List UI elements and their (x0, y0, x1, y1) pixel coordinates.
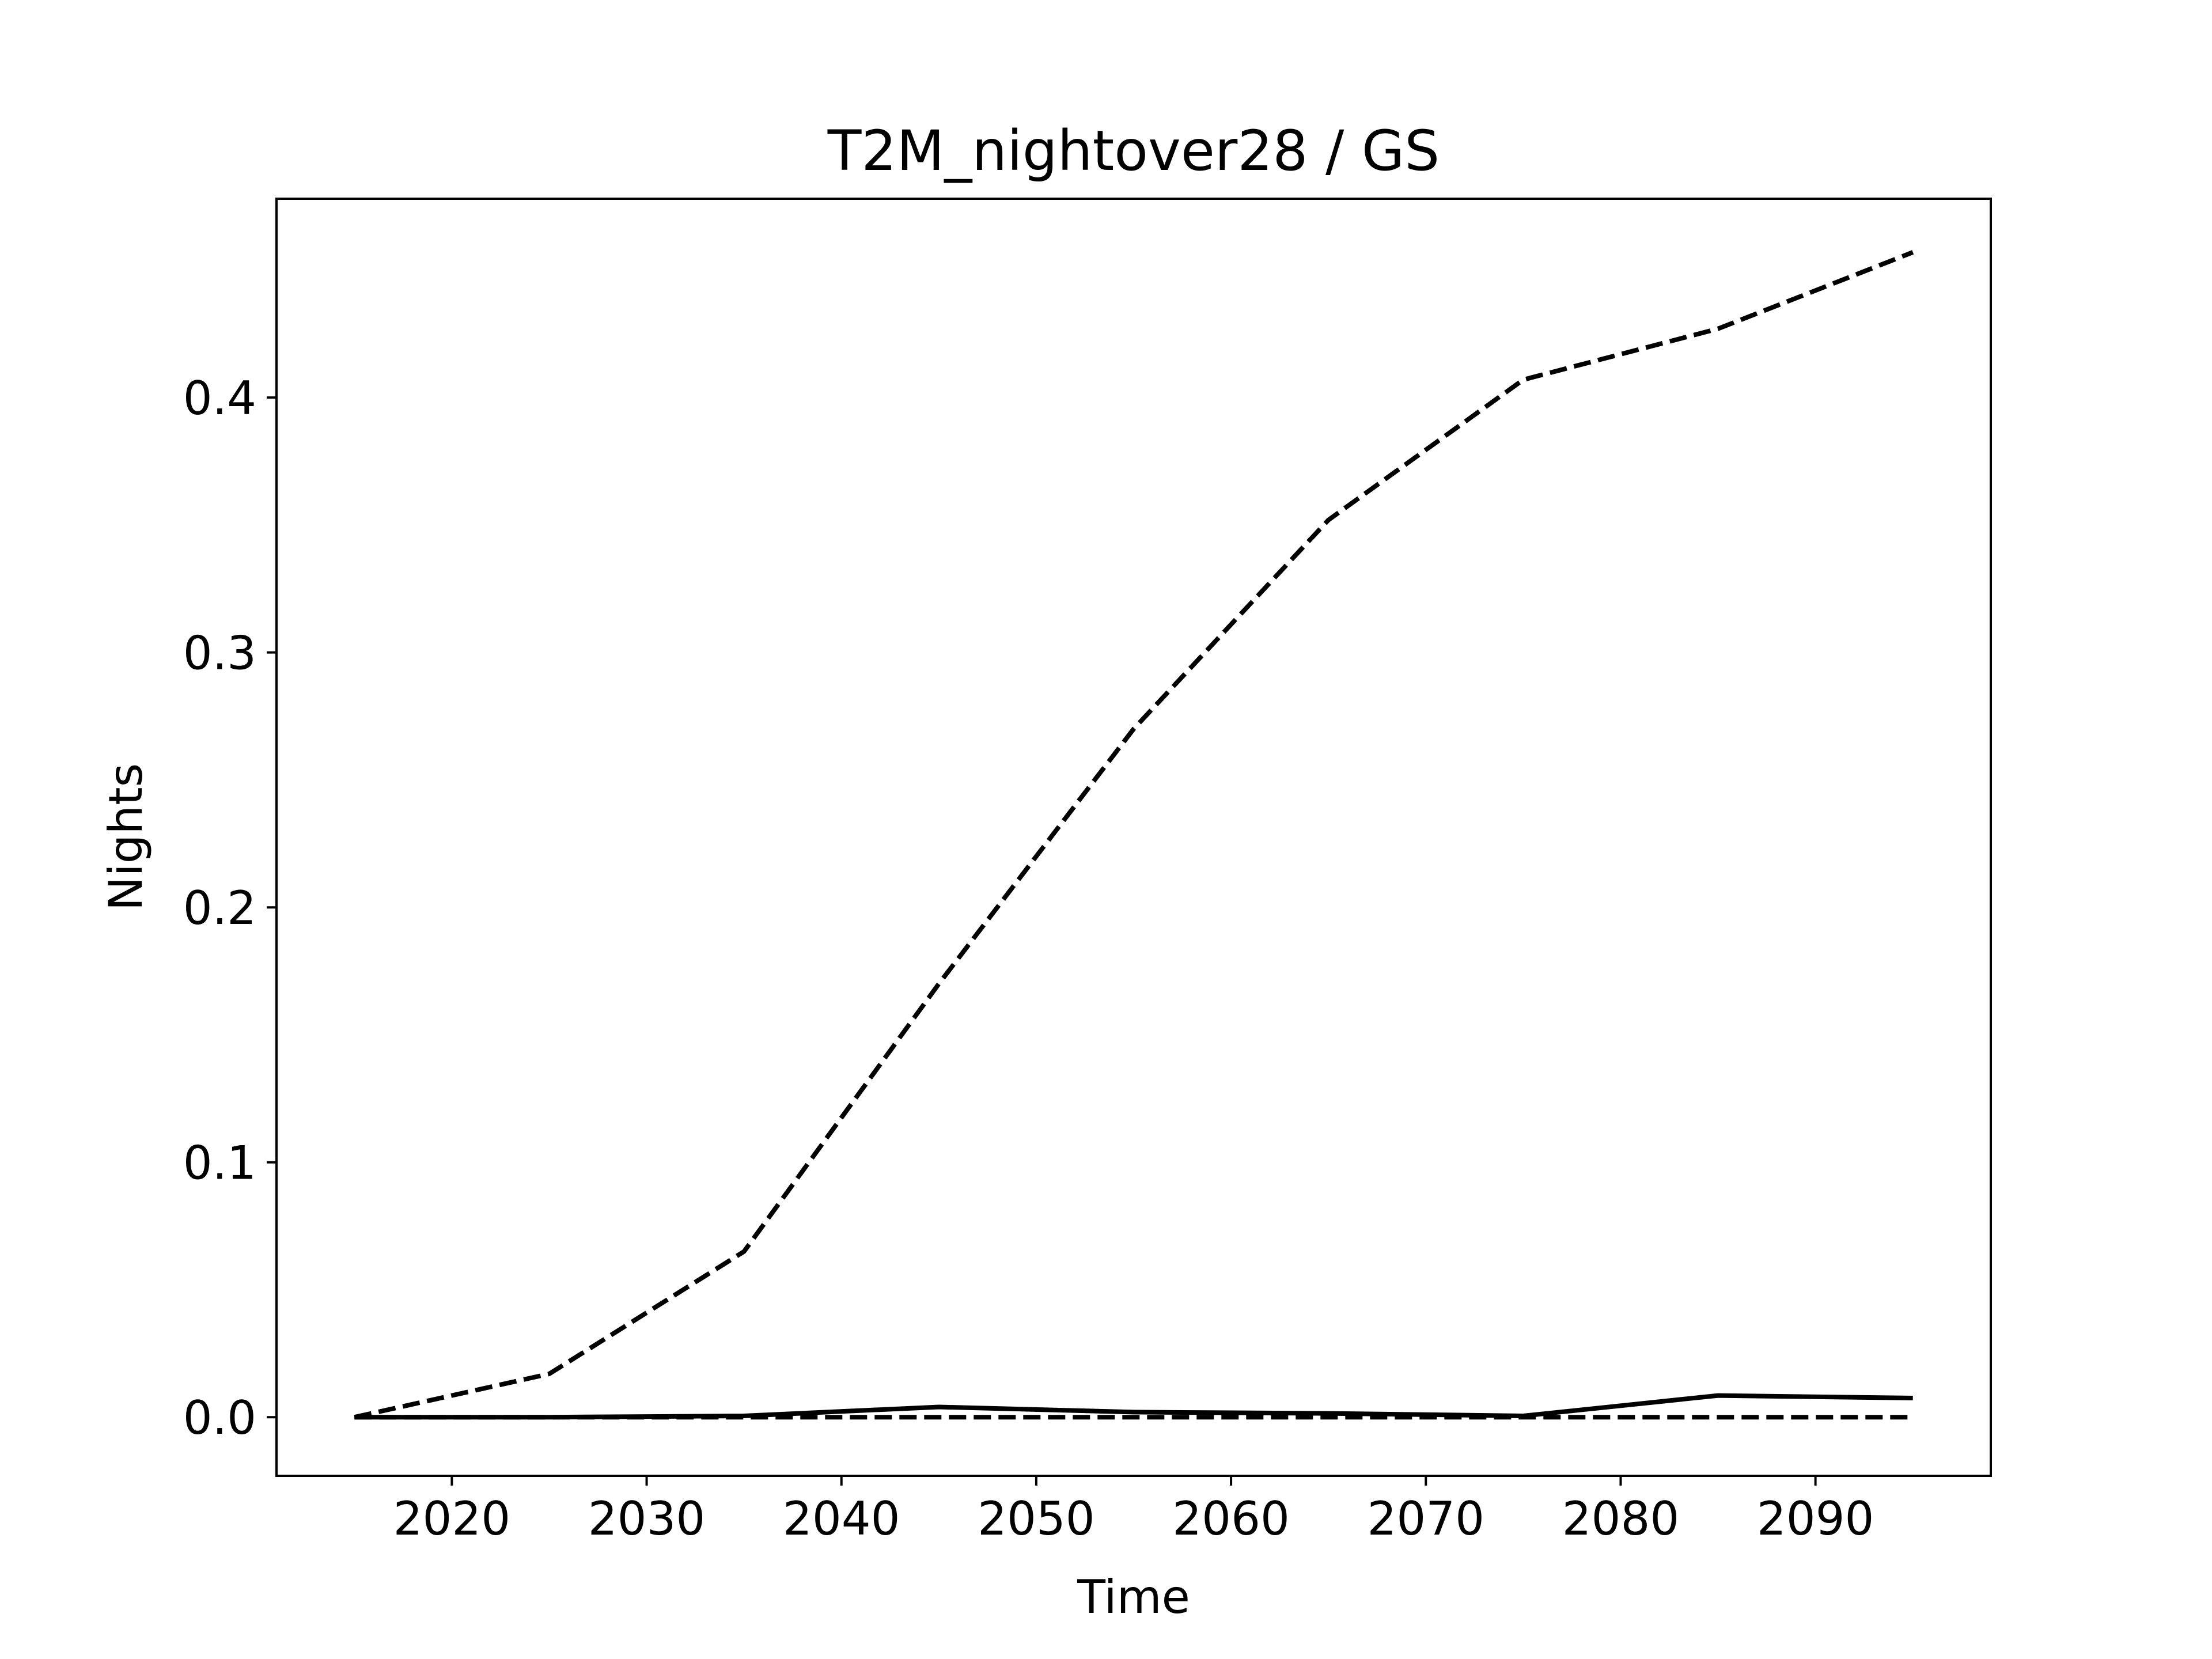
chart-title: T2M_nightover28 / GS (827, 119, 1440, 183)
y-axis-label: Nights (99, 763, 153, 911)
x-tick-label: 2090 (1757, 1492, 1874, 1546)
plot-area-frame (275, 198, 1992, 1477)
y-tick-label: 0.2 (183, 881, 256, 935)
y-tick-label: 0.0 (183, 1391, 256, 1445)
x-tick-label: 2070 (1367, 1492, 1484, 1546)
x-axis-ticks: 2020 2030 2040 2050 2060 2070 2080 2090 (393, 1476, 1874, 1546)
x-tick-label: 2060 (1172, 1492, 1290, 1546)
x-axis-label: Time (1077, 1570, 1190, 1624)
x-tick-label: 2040 (783, 1492, 900, 1546)
x-tick-label: 2020 (393, 1492, 511, 1546)
y-tick-label: 0.4 (183, 372, 256, 425)
x-tick-label: 2080 (1562, 1492, 1680, 1546)
y-axis-ticks: 0.0 0.1 0.2 0.3 0.4 (183, 372, 276, 1445)
y-tick-label: 0.1 (183, 1137, 256, 1190)
x-tick-label: 2030 (588, 1492, 706, 1546)
x-tick-label: 2050 (978, 1492, 1095, 1546)
series-line-1 (354, 250, 1914, 1420)
y-tick-label: 0.3 (183, 627, 256, 680)
series-layer (354, 250, 1914, 1420)
